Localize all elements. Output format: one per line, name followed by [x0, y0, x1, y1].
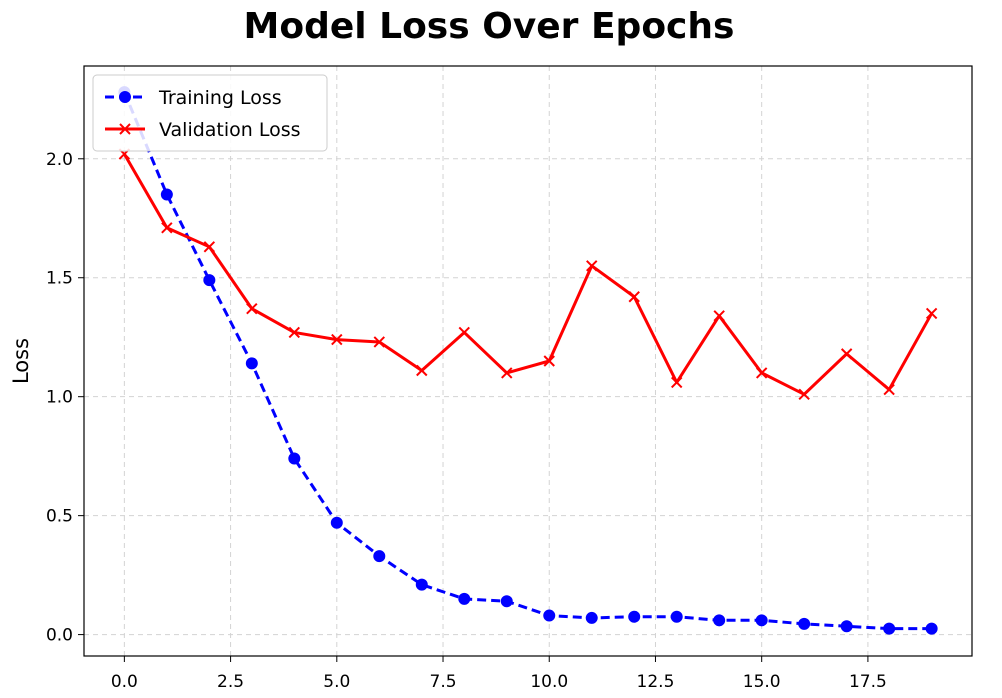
validation-loss-point	[798, 388, 810, 401]
validation-loss-point	[331, 333, 343, 346]
training-loss-point	[203, 274, 216, 287]
training-loss-point	[840, 620, 853, 633]
legend: Training Loss Validation Loss	[92, 74, 328, 152]
training-loss-line	[122, 91, 932, 631]
x-tick-label: 2.5	[217, 672, 244, 692]
training-loss-point	[585, 611, 598, 624]
training-loss-point	[883, 622, 896, 635]
chart-title: Model Loss Over Epochs	[244, 6, 735, 47]
validation-loss-point	[161, 222, 173, 234]
training-loss-point	[288, 452, 301, 465]
validation-loss-point	[416, 364, 428, 377]
y-axis-label: Loss	[9, 338, 33, 384]
validation-loss-line	[123, 153, 933, 396]
x-tick-label: 7.5	[430, 672, 457, 692]
validation-loss-point	[543, 355, 555, 367]
training-loss-point	[415, 578, 428, 591]
training-loss-point	[628, 610, 641, 623]
y-tick-label: 2.0	[46, 150, 73, 170]
validation-loss-point	[501, 367, 513, 379]
legend-training-loss-marker	[119, 91, 131, 103]
legend-training-loss-label: Training Loss	[158, 87, 282, 109]
validation-loss-point	[713, 310, 725, 322]
training-loss-point	[543, 609, 556, 622]
training-loss-point	[670, 610, 683, 623]
series-group	[118, 86, 938, 635]
x-tick-label: 17.5	[849, 672, 887, 692]
y-tick-label: 0.5	[46, 507, 73, 527]
validation-loss-point	[755, 367, 768, 379]
legend-box	[92, 74, 328, 152]
training-loss-point	[755, 614, 768, 627]
validation-loss-point	[203, 241, 216, 253]
validation-loss-point	[840, 348, 853, 360]
validation-loss-point	[671, 376, 683, 389]
axis-ticks: 0.0 2.5 5.0 7.5 10.0 12.5 15.0 17.5 0.0 0.5 1.0 1.5…	[46, 150, 887, 692]
training-loss-point	[500, 595, 513, 608]
training-loss-point	[925, 622, 938, 635]
validation-loss-point	[883, 383, 895, 396]
x-tick-label: 0.0	[111, 672, 138, 692]
validation-loss-point	[246, 302, 258, 315]
y-tick-label: 1.0	[46, 388, 73, 408]
y-tick-label: 0.0	[46, 626, 73, 646]
x-tick-label: 10.0	[530, 672, 568, 692]
validation-loss-point	[628, 291, 640, 303]
plot-area-frame	[83, 65, 973, 657]
training-loss-point	[458, 592, 471, 605]
validation-loss-point	[586, 260, 598, 272]
validation-loss-point	[288, 326, 301, 339]
legend-validation-loss-marker	[119, 123, 131, 135]
x-tick-label: 15.0	[743, 672, 781, 692]
training-loss-point	[160, 188, 173, 201]
training-loss-point	[330, 516, 343, 529]
validation-loss-point	[925, 307, 938, 320]
legend-validation-loss-label: Validation Loss	[159, 119, 301, 141]
validation-loss-point	[458, 326, 470, 339]
validation-loss-point	[373, 336, 385, 348]
training-loss-point	[245, 357, 258, 370]
x-tick-label: 5.0	[323, 672, 350, 692]
training-loss-point	[713, 614, 726, 627]
training-loss-point	[798, 617, 811, 630]
training-loss-point	[373, 550, 386, 563]
x-tick-label: 12.5	[637, 672, 675, 692]
y-tick-label: 1.5	[46, 269, 73, 289]
